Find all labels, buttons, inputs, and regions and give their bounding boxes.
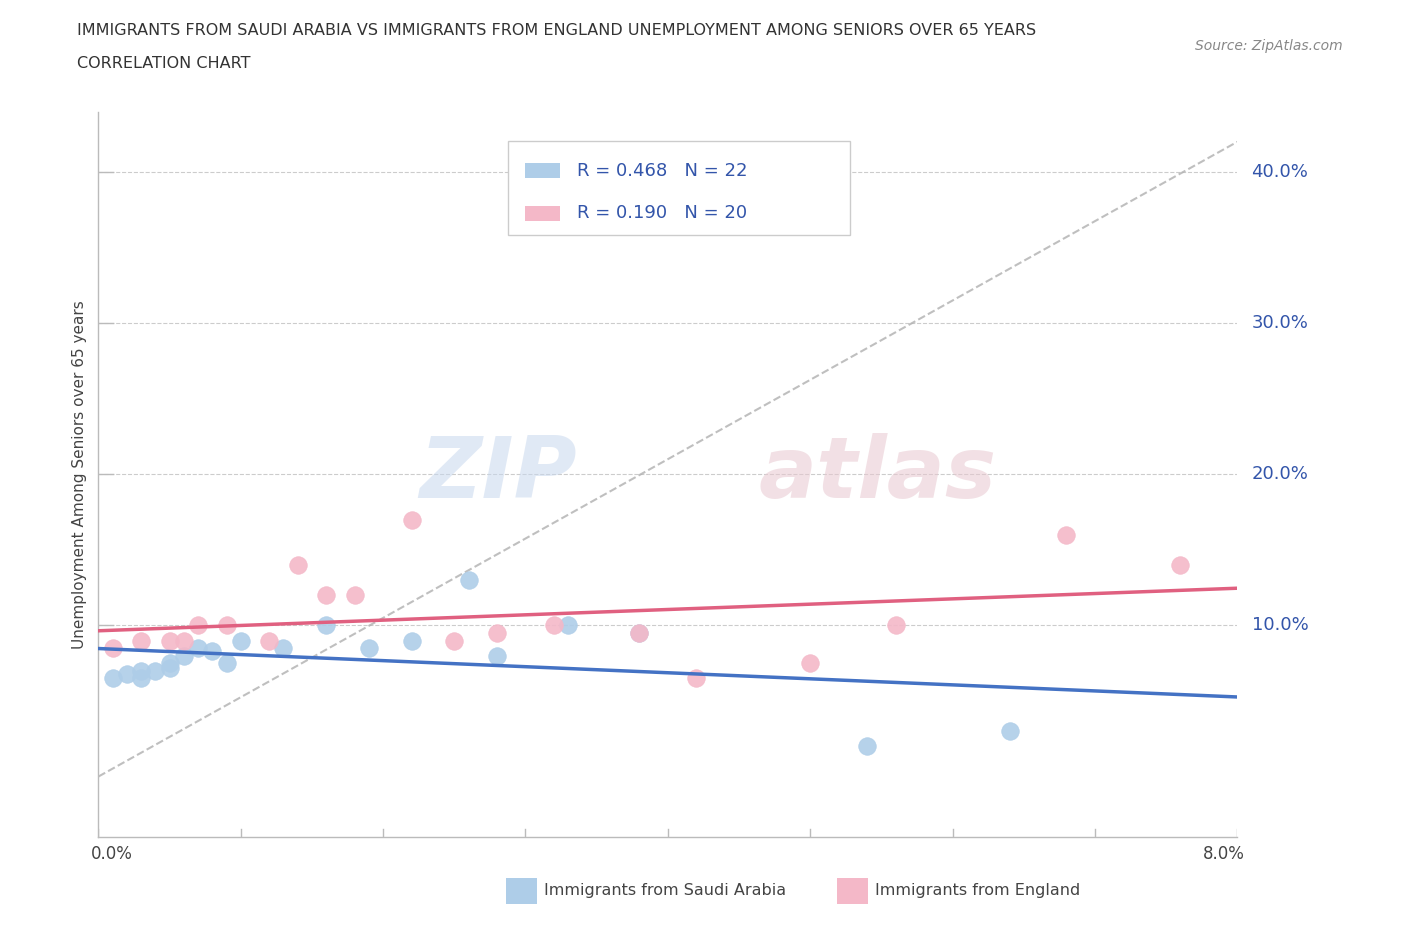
- Text: IMMIGRANTS FROM SAUDI ARABIA VS IMMIGRANTS FROM ENGLAND UNEMPLOYMENT AMONG SENIO: IMMIGRANTS FROM SAUDI ARABIA VS IMMIGRAN…: [77, 23, 1036, 38]
- Point: [799, 656, 821, 671]
- Point: [215, 618, 238, 633]
- Point: [315, 588, 337, 603]
- Text: 20.0%: 20.0%: [1251, 465, 1309, 484]
- Point: [287, 558, 309, 573]
- FancyBboxPatch shape: [509, 140, 851, 235]
- Point: [101, 641, 124, 656]
- Point: [998, 724, 1021, 738]
- Text: 10.0%: 10.0%: [1251, 617, 1308, 634]
- Point: [443, 633, 465, 648]
- Text: 30.0%: 30.0%: [1251, 314, 1309, 332]
- Point: [129, 633, 152, 648]
- Point: [159, 633, 181, 648]
- Point: [543, 618, 565, 633]
- Point: [187, 641, 209, 656]
- Point: [159, 656, 181, 671]
- Point: [173, 633, 195, 648]
- Point: [187, 618, 209, 633]
- Text: atlas: atlas: [759, 432, 997, 516]
- Point: [486, 648, 509, 663]
- Point: [145, 663, 167, 678]
- Point: [628, 626, 651, 641]
- Point: [884, 618, 907, 633]
- Point: [1056, 527, 1078, 542]
- Point: [457, 573, 479, 588]
- Text: 40.0%: 40.0%: [1251, 163, 1309, 181]
- Point: [129, 663, 152, 678]
- Point: [357, 641, 380, 656]
- Point: [315, 618, 337, 633]
- Text: Immigrants from Saudi Arabia: Immigrants from Saudi Arabia: [544, 884, 786, 898]
- Text: ZIP: ZIP: [419, 432, 576, 516]
- Text: CORRELATION CHART: CORRELATION CHART: [77, 56, 250, 71]
- Point: [273, 641, 295, 656]
- Point: [173, 648, 195, 663]
- Text: R = 0.190   N = 20: R = 0.190 N = 20: [576, 205, 747, 222]
- Point: [129, 671, 152, 685]
- Point: [101, 671, 124, 685]
- Point: [159, 660, 181, 675]
- Point: [1170, 558, 1192, 573]
- Text: 0.0%: 0.0%: [91, 844, 134, 862]
- Point: [215, 656, 238, 671]
- Point: [201, 644, 224, 658]
- Y-axis label: Unemployment Among Seniors over 65 years: Unemployment Among Seniors over 65 years: [72, 300, 87, 649]
- Text: Immigrants from England: Immigrants from England: [875, 884, 1080, 898]
- Point: [486, 626, 509, 641]
- Point: [685, 671, 707, 685]
- Point: [557, 618, 579, 633]
- Point: [343, 588, 366, 603]
- Point: [115, 666, 138, 681]
- Point: [259, 633, 281, 648]
- Point: [401, 633, 423, 648]
- FancyBboxPatch shape: [526, 206, 560, 220]
- Point: [401, 512, 423, 527]
- Text: Source: ZipAtlas.com: Source: ZipAtlas.com: [1195, 39, 1343, 53]
- Point: [229, 633, 252, 648]
- Text: 8.0%: 8.0%: [1202, 844, 1244, 862]
- Point: [628, 626, 651, 641]
- Point: [856, 738, 879, 753]
- FancyBboxPatch shape: [526, 163, 560, 179]
- Text: R = 0.468   N = 22: R = 0.468 N = 22: [576, 162, 747, 179]
